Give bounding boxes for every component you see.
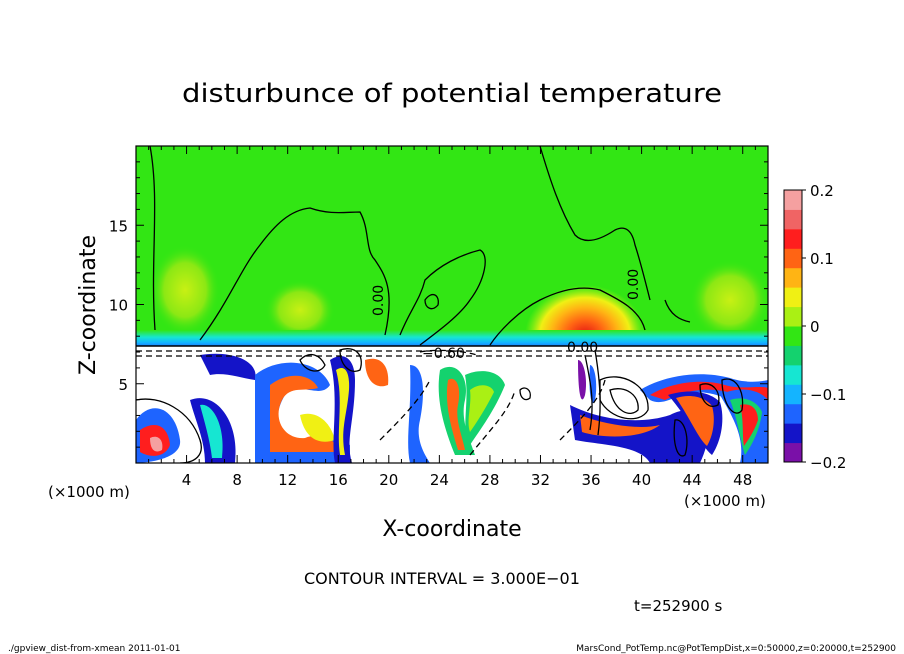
x-tick-label: 36 — [581, 471, 600, 489]
x-tick-label: 8 — [232, 471, 242, 489]
x-tick-label: 28 — [480, 471, 499, 489]
colorbar-cell — [784, 423, 802, 444]
colorbar-cell — [784, 248, 802, 269]
colorbar-tick-label: 0.1 — [810, 250, 834, 268]
x-tick-label: 32 — [531, 471, 550, 489]
x-tick-label: 40 — [632, 471, 651, 489]
x-tick-label: 16 — [329, 471, 348, 489]
contour-label-1: −0.60 — [422, 346, 465, 362]
time-stamp: t=252900 s — [634, 597, 722, 615]
colorbar-tick-label: −0.2 — [810, 454, 846, 472]
x-tick-label: 44 — [683, 471, 702, 489]
x-axis-label: X-coordinate — [382, 517, 521, 542]
colorbar-tick-label: −0.1 — [810, 386, 846, 404]
colorbar-cell — [784, 209, 802, 230]
x-tick-label: 4 — [182, 471, 192, 489]
footer-left: ./gpview_dist-from-xmean 2011-01-01 — [8, 644, 180, 654]
colorbar-cell — [784, 326, 802, 346]
colorbar-cell — [784, 287, 802, 308]
x-unit-right: (×1000 m) — [684, 492, 766, 510]
x-axis-ticks: 4 8 12 16 20 24 28 32 36 40 44 48 — [148, 146, 756, 489]
yellow-anomaly-mid — [265, 280, 335, 340]
x-tick-label: 20 — [379, 471, 398, 489]
footer-right: MarsCond_PotTemp.nc@PotTempDist,x=0:5000… — [576, 644, 896, 654]
colorbar-cell — [784, 364, 802, 385]
colorbar-cell — [784, 442, 802, 463]
y-axis-ticks: 5 10 15 — [109, 161, 768, 448]
heatmap-field — [136, 146, 768, 463]
colorbar-cell — [784, 190, 802, 210]
colorbar-cell — [784, 384, 802, 405]
boundary-band — [136, 330, 768, 348]
x-unit-left: (×1000 m) — [48, 483, 130, 501]
chart-title: disturbunce of potential temperature — [182, 79, 722, 109]
yellow-anomaly-left — [150, 245, 220, 335]
contour-lines — [136, 146, 768, 463]
x-tick-label: 12 — [278, 471, 297, 489]
contour-interval: CONTOUR INTERVAL = 3.000E−01 — [304, 569, 580, 588]
colorbar-cell — [784, 228, 802, 249]
colorbar-tick-label: 0 — [810, 318, 820, 336]
y-tick-label: 15 — [109, 217, 128, 235]
contour-label-3: 0.00 — [626, 269, 642, 300]
y-tick-label: 10 — [109, 297, 128, 315]
x-tick-label: 24 — [430, 471, 449, 489]
contour-label-0: 0.00 — [371, 285, 387, 316]
contour-label-2: 0.00 — [567, 340, 598, 356]
colorbar — [783, 189, 803, 463]
x-tick-label: 48 — [733, 471, 752, 489]
contour-label-group: 0.00 −0.60 0.00 0.00 — [371, 269, 642, 362]
colorbar-cell — [784, 267, 802, 288]
colorbar-cell — [784, 345, 802, 366]
upper-field — [136, 146, 768, 346]
colorbar-ticks: 0.2 0.1 0 −0.1 −0.2 — [802, 182, 846, 472]
colorbar-cell — [784, 306, 802, 327]
yellow-anomaly-right — [690, 260, 768, 340]
colorbar-tick-label: 0.2 — [810, 182, 834, 200]
colorbar-cell — [784, 403, 802, 424]
y-tick-label: 5 — [118, 376, 128, 394]
y-axis-label: Z-coordinate — [76, 235, 101, 375]
lower-structures — [136, 353, 768, 463]
